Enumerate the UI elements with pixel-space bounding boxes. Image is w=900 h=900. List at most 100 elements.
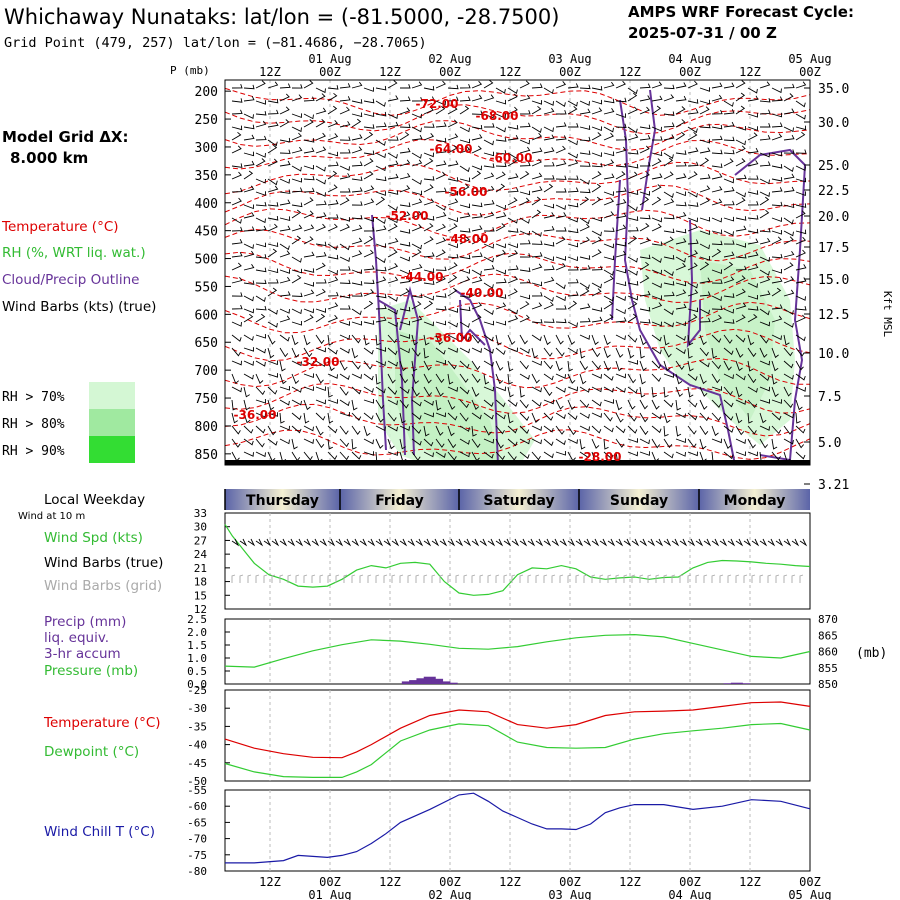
weekday-label: Saturday	[483, 493, 554, 509]
wind-barb	[231, 226, 243, 232]
grid-wind-barb	[359, 574, 364, 583]
wind-barb	[459, 203, 471, 209]
wind-barb	[543, 100, 554, 106]
wind-barb	[459, 254, 471, 260]
wind-barb	[471, 438, 481, 448]
surface-wind-barb	[775, 538, 784, 547]
wind-barb	[651, 373, 662, 382]
wind-barb	[255, 217, 266, 224]
wind-barb	[411, 126, 422, 133]
wind-barb	[423, 157, 434, 167]
wind-barb	[363, 217, 374, 222]
wind-barb	[567, 187, 579, 193]
wind-barb	[507, 315, 519, 323]
wind-barb	[543, 412, 554, 421]
top-date-label: 04 Aug	[668, 52, 711, 66]
wind-barb	[303, 197, 314, 206]
panel-right-tick-label: 850	[818, 678, 838, 691]
wind-barb	[747, 112, 758, 118]
wind-barb	[471, 412, 482, 420]
wind-barb	[591, 307, 603, 312]
wind-barb	[411, 276, 423, 284]
wind-barb	[435, 137, 447, 143]
wind-barb	[423, 176, 435, 181]
wind-barb	[495, 451, 505, 461]
wind-barb	[771, 399, 782, 404]
wind-barb	[291, 308, 302, 315]
wind-barb	[303, 412, 310, 424]
wind-barb	[435, 122, 447, 128]
top-hour-label: 12Z	[379, 65, 401, 79]
wind-barb	[471, 334, 481, 344]
wind-barb	[555, 236, 566, 245]
wind-barb	[771, 373, 778, 385]
wind-barb	[567, 321, 578, 328]
wind-barb	[255, 373, 264, 384]
wind-barb	[723, 240, 735, 245]
wind-barb	[387, 373, 396, 384]
wind-barb	[783, 126, 794, 133]
wind-barb	[663, 399, 674, 408]
wind-barb	[759, 161, 771, 167]
wind-barb	[375, 399, 385, 410]
wind-barb	[399, 347, 410, 354]
wind-barb	[735, 302, 747, 310]
wind-barb	[315, 412, 326, 421]
bottom-date-label: 02 Aug	[428, 888, 471, 900]
wind-barb	[363, 279, 375, 284]
wind-barb	[627, 425, 638, 434]
wind-barb	[411, 334, 419, 346]
wind-barb	[675, 256, 686, 263]
wind-barb	[639, 237, 651, 245]
wind-barb	[519, 122, 531, 128]
wind-speed-label: Wind Spd (kts)	[44, 530, 143, 546]
wind-barb	[771, 201, 783, 207]
wind-barb	[459, 425, 470, 432]
wind-barb	[675, 399, 681, 411]
wind-barb	[627, 163, 639, 169]
wind-barb	[291, 126, 302, 133]
wind-barb	[771, 287, 782, 297]
wind-chill-line	[225, 792, 811, 864]
wind-barb	[627, 92, 638, 102]
wind-barb	[447, 334, 458, 341]
pressure-axis-title: P (mb)	[170, 64, 210, 77]
panel-tick-label: 12	[194, 603, 207, 616]
wind-barb	[483, 227, 495, 232]
grid-point-subtitle: Grid Point (479, 257) lat/lon = (−81.468…	[4, 35, 427, 51]
wind-barb	[375, 438, 384, 449]
wind-barb	[783, 334, 790, 346]
wind-barb	[243, 250, 255, 258]
wind-barb	[747, 412, 753, 424]
wind-barb	[711, 425, 719, 437]
wind-barb	[459, 276, 471, 284]
wind-barb	[447, 253, 459, 259]
grid-wind-barb	[391, 574, 396, 583]
wind-barb	[484, 123, 495, 128]
wind-barb	[255, 158, 266, 167]
wind-barb	[639, 386, 646, 398]
wind-barb	[675, 161, 687, 167]
wind-barb	[723, 121, 735, 128]
wind-barb	[591, 230, 602, 237]
wind-barb	[231, 197, 242, 206]
wind-barb	[639, 373, 646, 385]
wind-barb	[243, 425, 254, 434]
wind-barb	[591, 107, 603, 115]
weekday-label: Monday	[724, 493, 786, 509]
wind-barb	[747, 347, 757, 358]
wind-barb	[687, 161, 699, 167]
wind-barb	[759, 269, 770, 276]
wind-barb	[411, 198, 423, 206]
wind-barb	[315, 425, 324, 436]
wind-barb	[255, 305, 267, 311]
wind-barb	[603, 275, 614, 284]
wind-barb	[783, 347, 793, 357]
wind-barb	[483, 438, 494, 444]
wind-barb	[243, 308, 254, 314]
wind-barb	[783, 438, 794, 445]
wind-barb	[687, 307, 699, 313]
wind-barb	[531, 373, 540, 384]
wind-barb	[303, 360, 314, 366]
wind-barb	[315, 347, 326, 353]
